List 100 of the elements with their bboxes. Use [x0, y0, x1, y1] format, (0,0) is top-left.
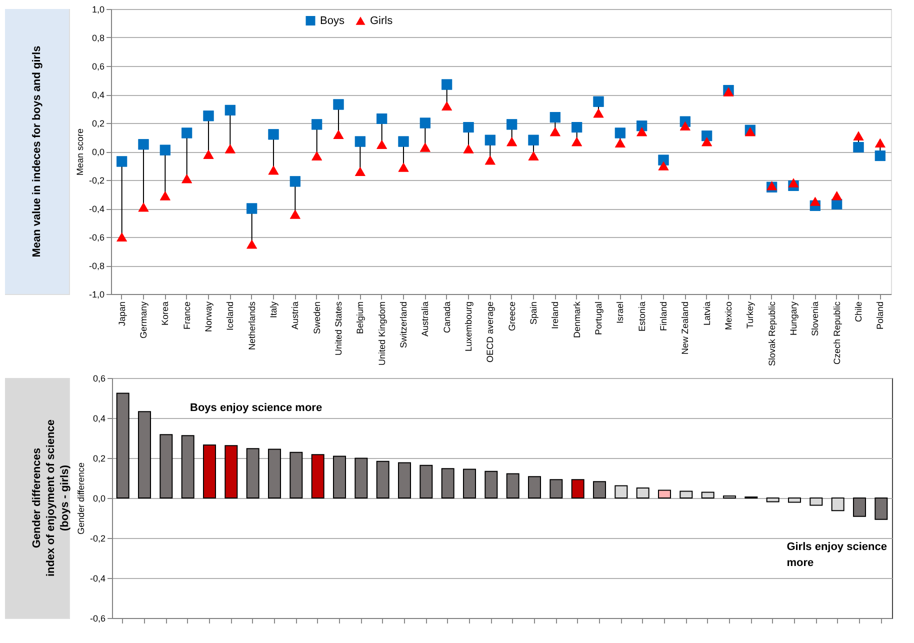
point — [442, 79, 452, 90]
bar — [593, 481, 606, 498]
bar — [398, 462, 411, 498]
bar — [224, 445, 238, 498]
x-tick-label: Poland — [875, 302, 886, 330]
x-tick-label: Turkey — [745, 301, 756, 329]
point — [376, 140, 388, 149]
bar — [658, 490, 671, 498]
point — [420, 118, 430, 128]
x-tick-label: Israel — [615, 302, 626, 324]
point — [874, 150, 886, 162]
point — [203, 150, 214, 159]
y-tick-label: -0,6 — [90, 614, 106, 624]
point — [506, 119, 518, 130]
bar — [333, 456, 346, 498]
point — [832, 198, 842, 210]
x-tick-label: Hungary — [788, 301, 798, 336]
point — [614, 138, 626, 148]
bar — [290, 452, 303, 498]
point — [810, 196, 820, 206]
point — [290, 176, 300, 187]
point — [376, 113, 388, 124]
point — [268, 165, 279, 175]
x-tick-label: United States — [334, 301, 344, 356]
point — [354, 136, 366, 147]
bar — [441, 468, 454, 498]
point — [788, 178, 799, 188]
x-tick-label: Luxembourg — [464, 302, 474, 352]
point — [550, 112, 560, 123]
x-tick-label: Chile — [854, 302, 864, 322]
y-tick-label: 0,6 — [92, 374, 106, 384]
bar — [571, 479, 584, 498]
point — [874, 138, 886, 148]
y-tick-label: 0,4 — [92, 414, 106, 424]
x-tick-label: France — [182, 302, 192, 330]
point — [463, 122, 474, 133]
point — [333, 99, 344, 110]
point — [312, 119, 322, 130]
x-tick-label: Czech Republic — [832, 301, 842, 365]
point — [182, 174, 192, 184]
y-axis-title: Mean score — [74, 128, 85, 176]
bar — [636, 488, 650, 498]
point — [224, 104, 236, 116]
bar — [550, 479, 563, 498]
point — [484, 156, 496, 165]
x-tick-label: Slovenia — [810, 302, 820, 336]
y-tick-label: -0,4 — [90, 574, 106, 584]
point — [744, 127, 756, 136]
x-tick-label: Australia — [420, 302, 430, 337]
bar — [311, 454, 324, 498]
point — [528, 134, 539, 146]
point — [853, 131, 864, 140]
point — [398, 136, 409, 147]
point — [442, 101, 452, 110]
point — [658, 161, 669, 170]
point — [593, 96, 604, 107]
y-tick-label: 0,4 — [92, 90, 104, 100]
y-tick-label: -0,2 — [90, 534, 106, 544]
bar — [420, 464, 433, 498]
x-tick-label: Belgium — [355, 302, 366, 334]
point — [550, 127, 560, 136]
bar — [506, 473, 520, 498]
x-tick-label: Latvia — [702, 302, 712, 326]
x-tick-label: New Zealand — [680, 302, 690, 355]
point — [160, 191, 170, 200]
x-tick-label: Switzerland — [398, 302, 408, 348]
x-tick-label: Slovak Republic — [766, 301, 777, 366]
point — [160, 144, 170, 156]
y-tick-label: 0,6 — [92, 62, 104, 72]
point — [116, 156, 128, 167]
point — [138, 202, 149, 212]
x-tick-label: Ireland — [550, 302, 560, 330]
bar — [376, 460, 390, 498]
bar — [484, 470, 498, 498]
point — [572, 136, 582, 146]
point — [203, 110, 214, 122]
point — [636, 127, 648, 136]
bar — [874, 498, 888, 520]
x-tick-label: Japan — [116, 302, 127, 326]
bar — [203, 444, 216, 498]
point — [333, 130, 344, 139]
y-tick-label: -0,2 — [88, 176, 104, 186]
bar — [701, 492, 714, 498]
bar — [614, 485, 628, 498]
y-tick-label: 0,2 — [92, 118, 104, 128]
x-tick-label: Finland — [658, 302, 668, 332]
x-tick-label: Netherlands — [246, 301, 257, 350]
bar — [810, 498, 823, 506]
text: Mean value in indeces for boys and girls — [31, 46, 43, 258]
y-tick-label: 0,0 — [92, 147, 104, 157]
x-tick-label: Portugal — [594, 302, 604, 336]
point — [636, 120, 648, 132]
annotation: Boys enjoy science more — [190, 402, 322, 414]
point — [290, 210, 300, 219]
x-tick-label: OECD average — [485, 302, 496, 363]
text: Gender differences index of enjoyment of science (boys - girls) — [31, 419, 71, 577]
y-tick-label: -0,8 — [88, 261, 104, 271]
point — [246, 203, 258, 214]
y-tick-label: 0,8 — [92, 33, 104, 43]
legend-label: Girls — [370, 14, 394, 27]
